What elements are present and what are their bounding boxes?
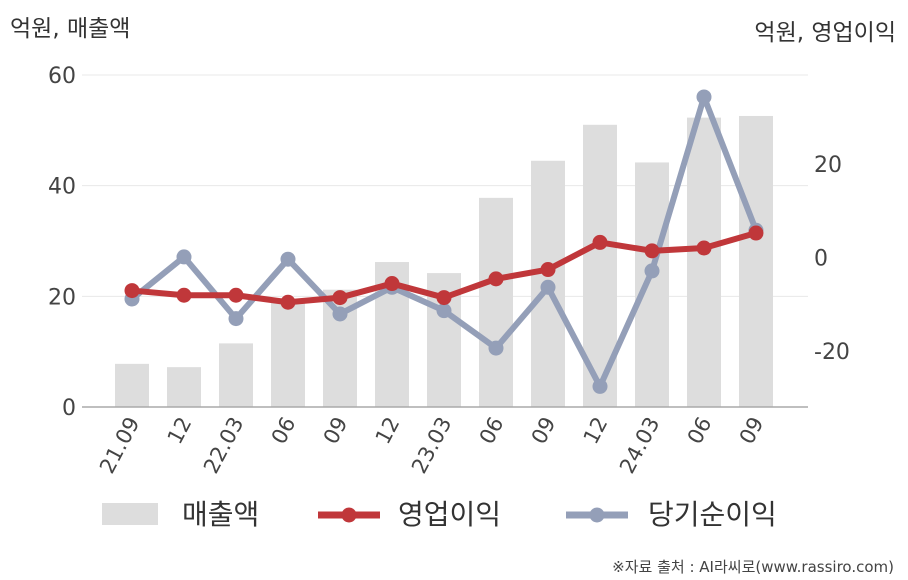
operating-profit-point bbox=[280, 294, 296, 310]
operating-profit-point bbox=[228, 287, 244, 303]
left-tick-label: 0 bbox=[62, 396, 76, 421]
right-tick-label: 0 bbox=[814, 246, 828, 271]
x-tick-label: 21.09 bbox=[95, 413, 144, 477]
revenue-bar bbox=[687, 117, 721, 408]
legend-marker-net-income bbox=[589, 507, 605, 523]
right-axis-ticks: -20 0 20 bbox=[814, 153, 850, 365]
operating-profit-point bbox=[488, 271, 504, 287]
legend: 매출액 영업이익 당기순이익 bbox=[102, 498, 777, 531]
net-income-point bbox=[488, 340, 504, 356]
revenue-bar bbox=[167, 367, 201, 407]
series-lines bbox=[124, 89, 764, 394]
operating-profit-point bbox=[592, 234, 608, 250]
legend-label-net-income: 당기순이익 bbox=[648, 498, 777, 531]
net-income-point bbox=[540, 279, 556, 295]
x-tick-label: 06 bbox=[475, 413, 509, 448]
operating-profit-point bbox=[540, 262, 556, 278]
revenue-bar bbox=[635, 162, 669, 407]
right-tick-label: -20 bbox=[814, 340, 850, 365]
left-tick-label: 60 bbox=[48, 64, 76, 89]
revenue-bar bbox=[479, 197, 513, 407]
net-income-point bbox=[592, 378, 608, 394]
left-tick-label: 40 bbox=[48, 175, 76, 200]
revenue-bar bbox=[219, 343, 253, 407]
net-income-point bbox=[644, 263, 660, 279]
left-tick-label: 20 bbox=[48, 285, 76, 310]
x-tick-label: 09 bbox=[319, 413, 353, 448]
revenue-bar bbox=[739, 115, 773, 408]
legend-marker-operating-profit bbox=[341, 507, 357, 523]
operating-profit-point bbox=[696, 240, 712, 256]
net-income-point bbox=[280, 251, 296, 267]
x-tick-label: 12 bbox=[163, 413, 197, 448]
left-axis-unit-label: 억원, 매출액 bbox=[10, 16, 130, 42]
revenue-bar bbox=[115, 363, 149, 407]
legend-label-revenue: 매출액 bbox=[182, 498, 259, 531]
x-tick-label: 09 bbox=[735, 413, 769, 448]
x-tick-label: 12 bbox=[371, 413, 405, 448]
operating-profit-point bbox=[124, 283, 140, 299]
legend-label-operating-profit: 영업이익 bbox=[398, 498, 501, 531]
operating-profit-point bbox=[176, 287, 192, 303]
source-note: ※자료 출처 : AI라씨로(www.rassiro.com) bbox=[612, 558, 894, 576]
operating-profit-point bbox=[644, 243, 660, 259]
operating-profit-point bbox=[384, 276, 400, 292]
revenue-bar bbox=[271, 300, 305, 407]
revenue-bars bbox=[115, 115, 773, 408]
right-tick-label: 20 bbox=[814, 153, 842, 178]
x-tick-label: 06 bbox=[683, 413, 717, 448]
left-axis-ticks: 0 20 40 60 bbox=[48, 64, 76, 421]
x-axis-ticks: 21.09 12 22.03 06 09 12 23.03 06 09 12 24.03 06 09 bbox=[95, 413, 768, 477]
x-tick-label: 12 bbox=[579, 413, 613, 448]
x-tick-label: 09 bbox=[527, 413, 561, 448]
net-income-point bbox=[332, 306, 348, 322]
x-tick-label: 24.03 bbox=[615, 413, 664, 477]
operating-profit-point bbox=[436, 290, 452, 306]
operating-profit-point bbox=[332, 290, 348, 306]
net-income-point bbox=[176, 249, 192, 265]
legend-swatch-revenue bbox=[102, 503, 158, 525]
net-income-point bbox=[228, 311, 244, 327]
x-tick-label: 23.03 bbox=[407, 413, 456, 477]
net-income-point bbox=[436, 303, 452, 319]
x-tick-label: 06 bbox=[267, 413, 301, 448]
net-income-point bbox=[696, 89, 712, 105]
operating-profit-point bbox=[748, 225, 764, 241]
x-tick-label: 22.03 bbox=[199, 413, 248, 477]
right-axis-unit-label: 억원, 영업이익 bbox=[754, 20, 896, 46]
